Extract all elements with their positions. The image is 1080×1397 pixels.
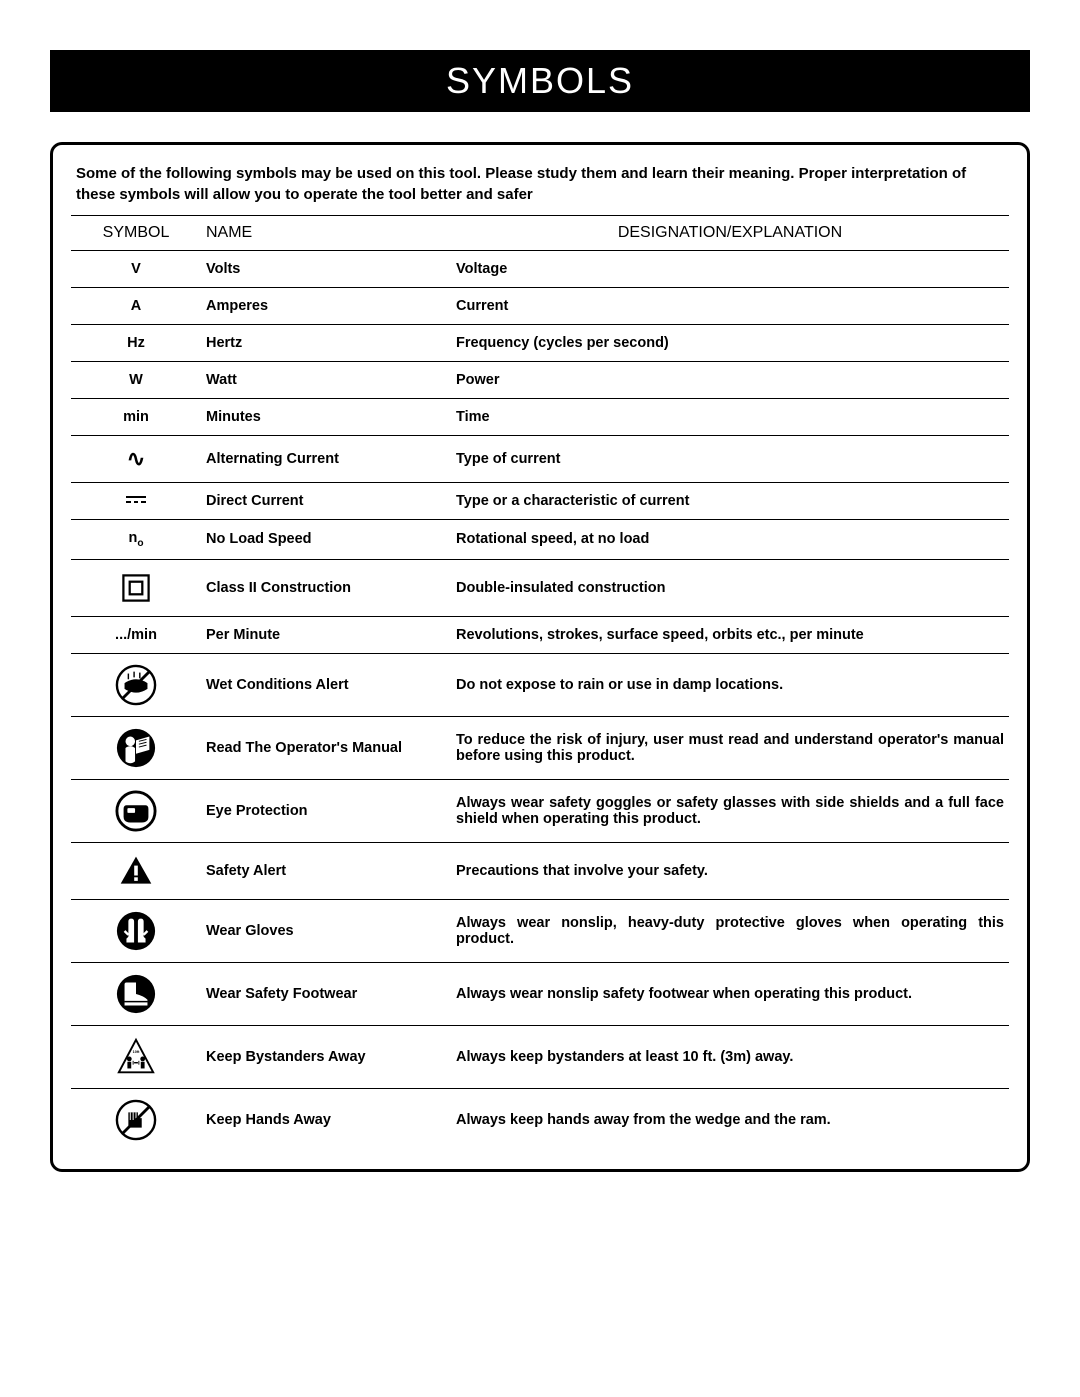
- table-row: Class II ConstructionDouble-insulated co…: [71, 559, 1009, 616]
- symbol-cell: [71, 899, 201, 962]
- table-row: Wear Safety FootwearAlways wear nonslip …: [71, 962, 1009, 1025]
- header-name: NAME: [201, 216, 451, 251]
- desc-cell: Always wear nonslip safety footwear when…: [451, 962, 1009, 1025]
- table-row: Safety AlertPrecautions that involve you…: [71, 842, 1009, 899]
- name-cell: Wear Gloves: [201, 899, 451, 962]
- header-desc: DESIGNATION/EXPLANATION: [451, 216, 1009, 251]
- desc-cell: Precautions that involve your safety.: [451, 842, 1009, 899]
- symbols-table: SYMBOL NAME DESIGNATION/EXPLANATION VVol…: [71, 215, 1009, 1151]
- class2-icon: [118, 570, 154, 606]
- table-header-row: SYMBOL NAME DESIGNATION/EXPLANATION: [71, 216, 1009, 251]
- table-row: .../minPer MinuteRevolutions, strokes, s…: [71, 616, 1009, 653]
- name-cell: Keep Hands Away: [201, 1088, 451, 1151]
- table-row: AAmperesCurrent: [71, 288, 1009, 325]
- desc-cell: Do not expose to rain or use in damp loc…: [451, 653, 1009, 716]
- page-title: SYMBOLS: [50, 50, 1030, 112]
- name-cell: Wear Safety Footwear: [201, 962, 451, 1025]
- symbol-cell: ∿: [71, 436, 201, 483]
- name-cell: Per Minute: [201, 616, 451, 653]
- content-container: Some of the following symbols may be use…: [50, 142, 1030, 1172]
- symbol-cell: [71, 716, 201, 779]
- bystanders-icon: 10ft: [115, 1036, 157, 1078]
- eye-icon: [115, 790, 157, 832]
- table-row: Wet Conditions AlertDo not expose to rai…: [71, 653, 1009, 716]
- symbol-cell: [71, 1088, 201, 1151]
- desc-cell: Frequency (cycles per second): [451, 325, 1009, 362]
- symbol-cell: [71, 842, 201, 899]
- name-cell: Wet Conditions Alert: [201, 653, 451, 716]
- symbol-cell: W: [71, 362, 201, 399]
- symbol-cell: [71, 653, 201, 716]
- intro-paragraph: Some of the following symbols may be use…: [71, 163, 1009, 215]
- table-row: 10ft Keep Bystanders AwayAlways keep byst…: [71, 1025, 1009, 1088]
- name-cell: Direct Current: [201, 483, 451, 520]
- symbol-cell: A: [71, 288, 201, 325]
- table-row: WWattPower: [71, 362, 1009, 399]
- table-row: ∿Alternating CurrentType of current: [71, 436, 1009, 483]
- desc-cell: Current: [451, 288, 1009, 325]
- symbol-cell: no: [71, 520, 201, 560]
- desc-cell: Always keep hands away from the wedge an…: [451, 1088, 1009, 1151]
- table-row: HzHertzFrequency (cycles per second): [71, 325, 1009, 362]
- symbol-cell: 10ft: [71, 1025, 201, 1088]
- table-row: VVoltsVoltage: [71, 251, 1009, 288]
- symbol-cell: V: [71, 251, 201, 288]
- name-cell: No Load Speed: [201, 520, 451, 560]
- symbol-cell: Hz: [71, 325, 201, 362]
- name-cell: Watt: [201, 362, 451, 399]
- name-cell: Read The Operator's Manual: [201, 716, 451, 779]
- name-cell: Alternating Current: [201, 436, 451, 483]
- symbol-cell: .../min: [71, 616, 201, 653]
- name-cell: Class II Construction: [201, 559, 451, 616]
- table-row: Wear GlovesAlways wear nonslip, heavy-du…: [71, 899, 1009, 962]
- alert-icon: [118, 853, 154, 889]
- symbol-cell: min: [71, 399, 201, 436]
- desc-cell: Time: [451, 399, 1009, 436]
- symbol-cell: [71, 559, 201, 616]
- desc-cell: Always keep bystanders at least 10 ft. (…: [451, 1025, 1009, 1088]
- desc-cell: Double-insulated construction: [451, 559, 1009, 616]
- svg-text:10ft: 10ft: [133, 1050, 140, 1054]
- desc-cell: Rotational speed, at no load: [451, 520, 1009, 560]
- desc-cell: Voltage: [451, 251, 1009, 288]
- desc-cell: Always wear safety goggles or safety gla…: [451, 779, 1009, 842]
- table-row: Eye ProtectionAlways wear safety goggles…: [71, 779, 1009, 842]
- name-cell: Eye Protection: [201, 779, 451, 842]
- hands-icon: [115, 1099, 157, 1141]
- name-cell: Volts: [201, 251, 451, 288]
- desc-cell: Type or a characteristic of current: [451, 483, 1009, 520]
- symbol-cell: [71, 962, 201, 1025]
- table-row: Keep Hands AwayAlways keep hands away fr…: [71, 1088, 1009, 1151]
- name-cell: Keep Bystanders Away: [201, 1025, 451, 1088]
- symbol-cell: [71, 483, 201, 520]
- desc-cell: Always wear nonslip, heavy-duty protecti…: [451, 899, 1009, 962]
- desc-cell: Power: [451, 362, 1009, 399]
- header-symbol: SYMBOL: [71, 216, 201, 251]
- name-cell: Safety Alert: [201, 842, 451, 899]
- name-cell: Minutes: [201, 399, 451, 436]
- symbol-cell: [71, 779, 201, 842]
- table-row: Read The Operator's ManualTo reduce the …: [71, 716, 1009, 779]
- desc-cell: Revolutions, strokes, surface speed, orb…: [451, 616, 1009, 653]
- dc-icon: [124, 493, 148, 505]
- table-row: noNo Load SpeedRotational speed, at no l…: [71, 520, 1009, 560]
- name-cell: Amperes: [201, 288, 451, 325]
- wet-icon: [115, 664, 157, 706]
- desc-cell: To reduce the risk of injury, user must …: [451, 716, 1009, 779]
- name-cell: Hertz: [201, 325, 451, 362]
- manual-icon: [115, 727, 157, 769]
- footwear-icon: [115, 973, 157, 1015]
- table-row: minMinutesTime: [71, 399, 1009, 436]
- desc-cell: Type of current: [451, 436, 1009, 483]
- table-row: Direct CurrentType or a characteristic o…: [71, 483, 1009, 520]
- gloves-icon: [115, 910, 157, 952]
